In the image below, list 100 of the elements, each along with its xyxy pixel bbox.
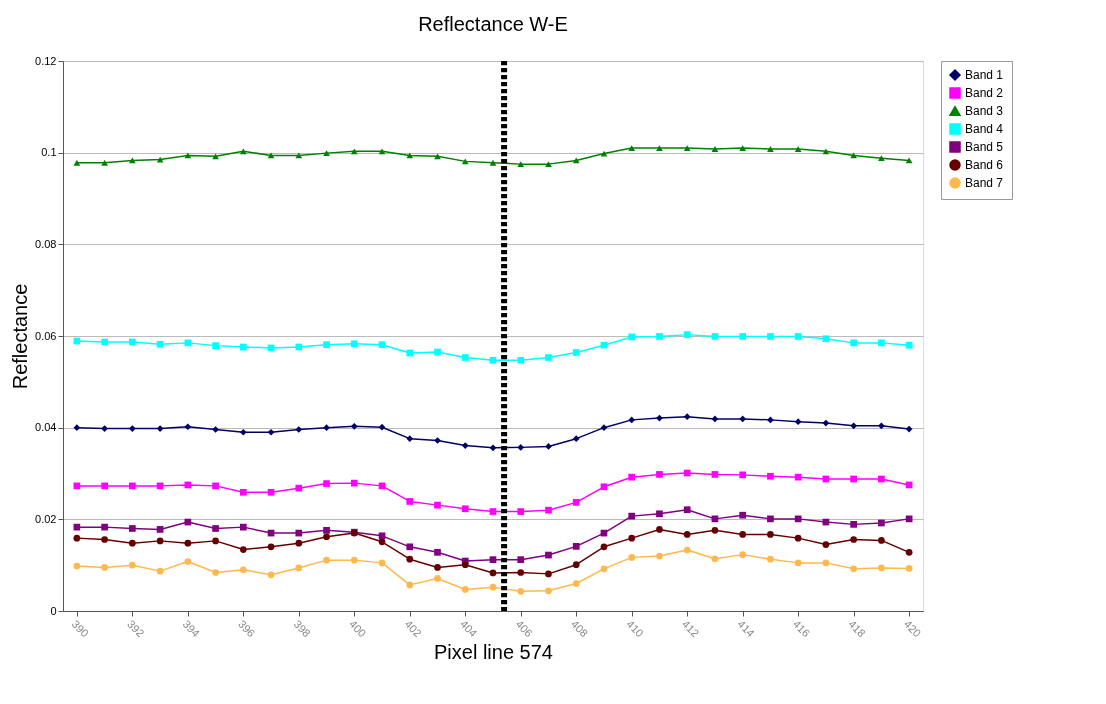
point <box>295 564 303 572</box>
point <box>905 425 913 433</box>
point <box>378 532 386 540</box>
point <box>711 526 719 534</box>
point <box>767 555 774 563</box>
x-tick-label: 412 <box>679 617 702 640</box>
y-tick-label: 0.06 <box>35 329 57 342</box>
point <box>156 537 164 545</box>
point <box>683 331 691 338</box>
legend-label: Band 1 <box>965 68 1004 82</box>
point <box>101 482 108 490</box>
point <box>850 521 857 528</box>
point <box>628 333 636 341</box>
point <box>545 551 552 559</box>
point <box>73 562 81 570</box>
legend-label: Band 7 <box>965 176 1004 190</box>
point <box>489 159 497 166</box>
y-tick-label: 0.04 <box>35 421 57 434</box>
point <box>545 354 552 361</box>
point <box>545 587 552 595</box>
point <box>239 566 247 574</box>
x-tick-label: 414 <box>735 617 757 640</box>
x-tick-label: 394 <box>180 617 203 640</box>
point <box>739 551 747 558</box>
point <box>850 339 857 347</box>
point <box>323 424 330 432</box>
point <box>129 525 136 532</box>
point <box>572 435 580 443</box>
point <box>378 341 386 349</box>
point <box>184 481 192 489</box>
point <box>767 515 774 523</box>
x-tick-label: 404 <box>457 617 480 640</box>
point <box>101 523 108 531</box>
point <box>184 539 192 547</box>
point <box>406 349 414 357</box>
point <box>323 480 330 487</box>
point <box>628 473 636 481</box>
point <box>239 148 247 155</box>
point <box>905 548 913 556</box>
point <box>489 569 497 577</box>
point <box>572 543 580 550</box>
legend-label: Band 5 <box>965 140 1004 154</box>
point <box>378 538 386 546</box>
point <box>295 529 303 537</box>
point <box>794 534 802 542</box>
point <box>350 148 358 155</box>
point <box>545 570 552 578</box>
point <box>572 349 580 356</box>
point <box>434 501 441 509</box>
point <box>600 424 608 432</box>
x-tick-label: 418 <box>846 617 868 640</box>
point <box>822 419 830 427</box>
y-axis-title: Reflectance <box>9 283 32 390</box>
point <box>517 556 525 564</box>
y-tick-label: 0.1 <box>41 146 57 159</box>
point <box>656 526 663 533</box>
point <box>794 559 802 567</box>
point <box>628 416 636 424</box>
chart-title: Reflectance W-E <box>418 13 568 35</box>
point <box>212 342 219 349</box>
point <box>767 146 774 152</box>
point <box>156 425 164 432</box>
point <box>683 145 691 151</box>
point <box>489 583 497 591</box>
point <box>600 341 608 349</box>
point <box>850 536 857 543</box>
point <box>739 511 747 519</box>
point <box>73 424 81 432</box>
point <box>878 519 885 527</box>
point <box>239 523 247 531</box>
point <box>434 575 441 582</box>
point <box>212 525 219 532</box>
point <box>461 442 469 449</box>
point <box>461 354 469 361</box>
point <box>794 146 802 152</box>
point <box>517 356 525 364</box>
point <box>239 428 247 436</box>
point <box>822 148 830 155</box>
point <box>683 413 691 421</box>
point <box>545 161 552 168</box>
point <box>406 555 414 563</box>
point <box>406 581 414 589</box>
point <box>461 505 469 513</box>
point <box>156 340 164 348</box>
x-tick-label: 420 <box>901 617 924 640</box>
point <box>184 518 192 526</box>
point <box>767 472 774 480</box>
point <box>878 339 885 347</box>
point <box>156 567 164 575</box>
x-tick-label: 392 <box>125 617 147 640</box>
x-tick-label: 402 <box>402 617 424 640</box>
point <box>461 586 469 593</box>
point <box>406 435 414 443</box>
point <box>295 152 303 159</box>
point <box>101 338 108 346</box>
point <box>600 565 608 573</box>
point <box>683 506 691 514</box>
point <box>434 437 441 444</box>
point <box>350 556 358 564</box>
point <box>184 558 192 565</box>
